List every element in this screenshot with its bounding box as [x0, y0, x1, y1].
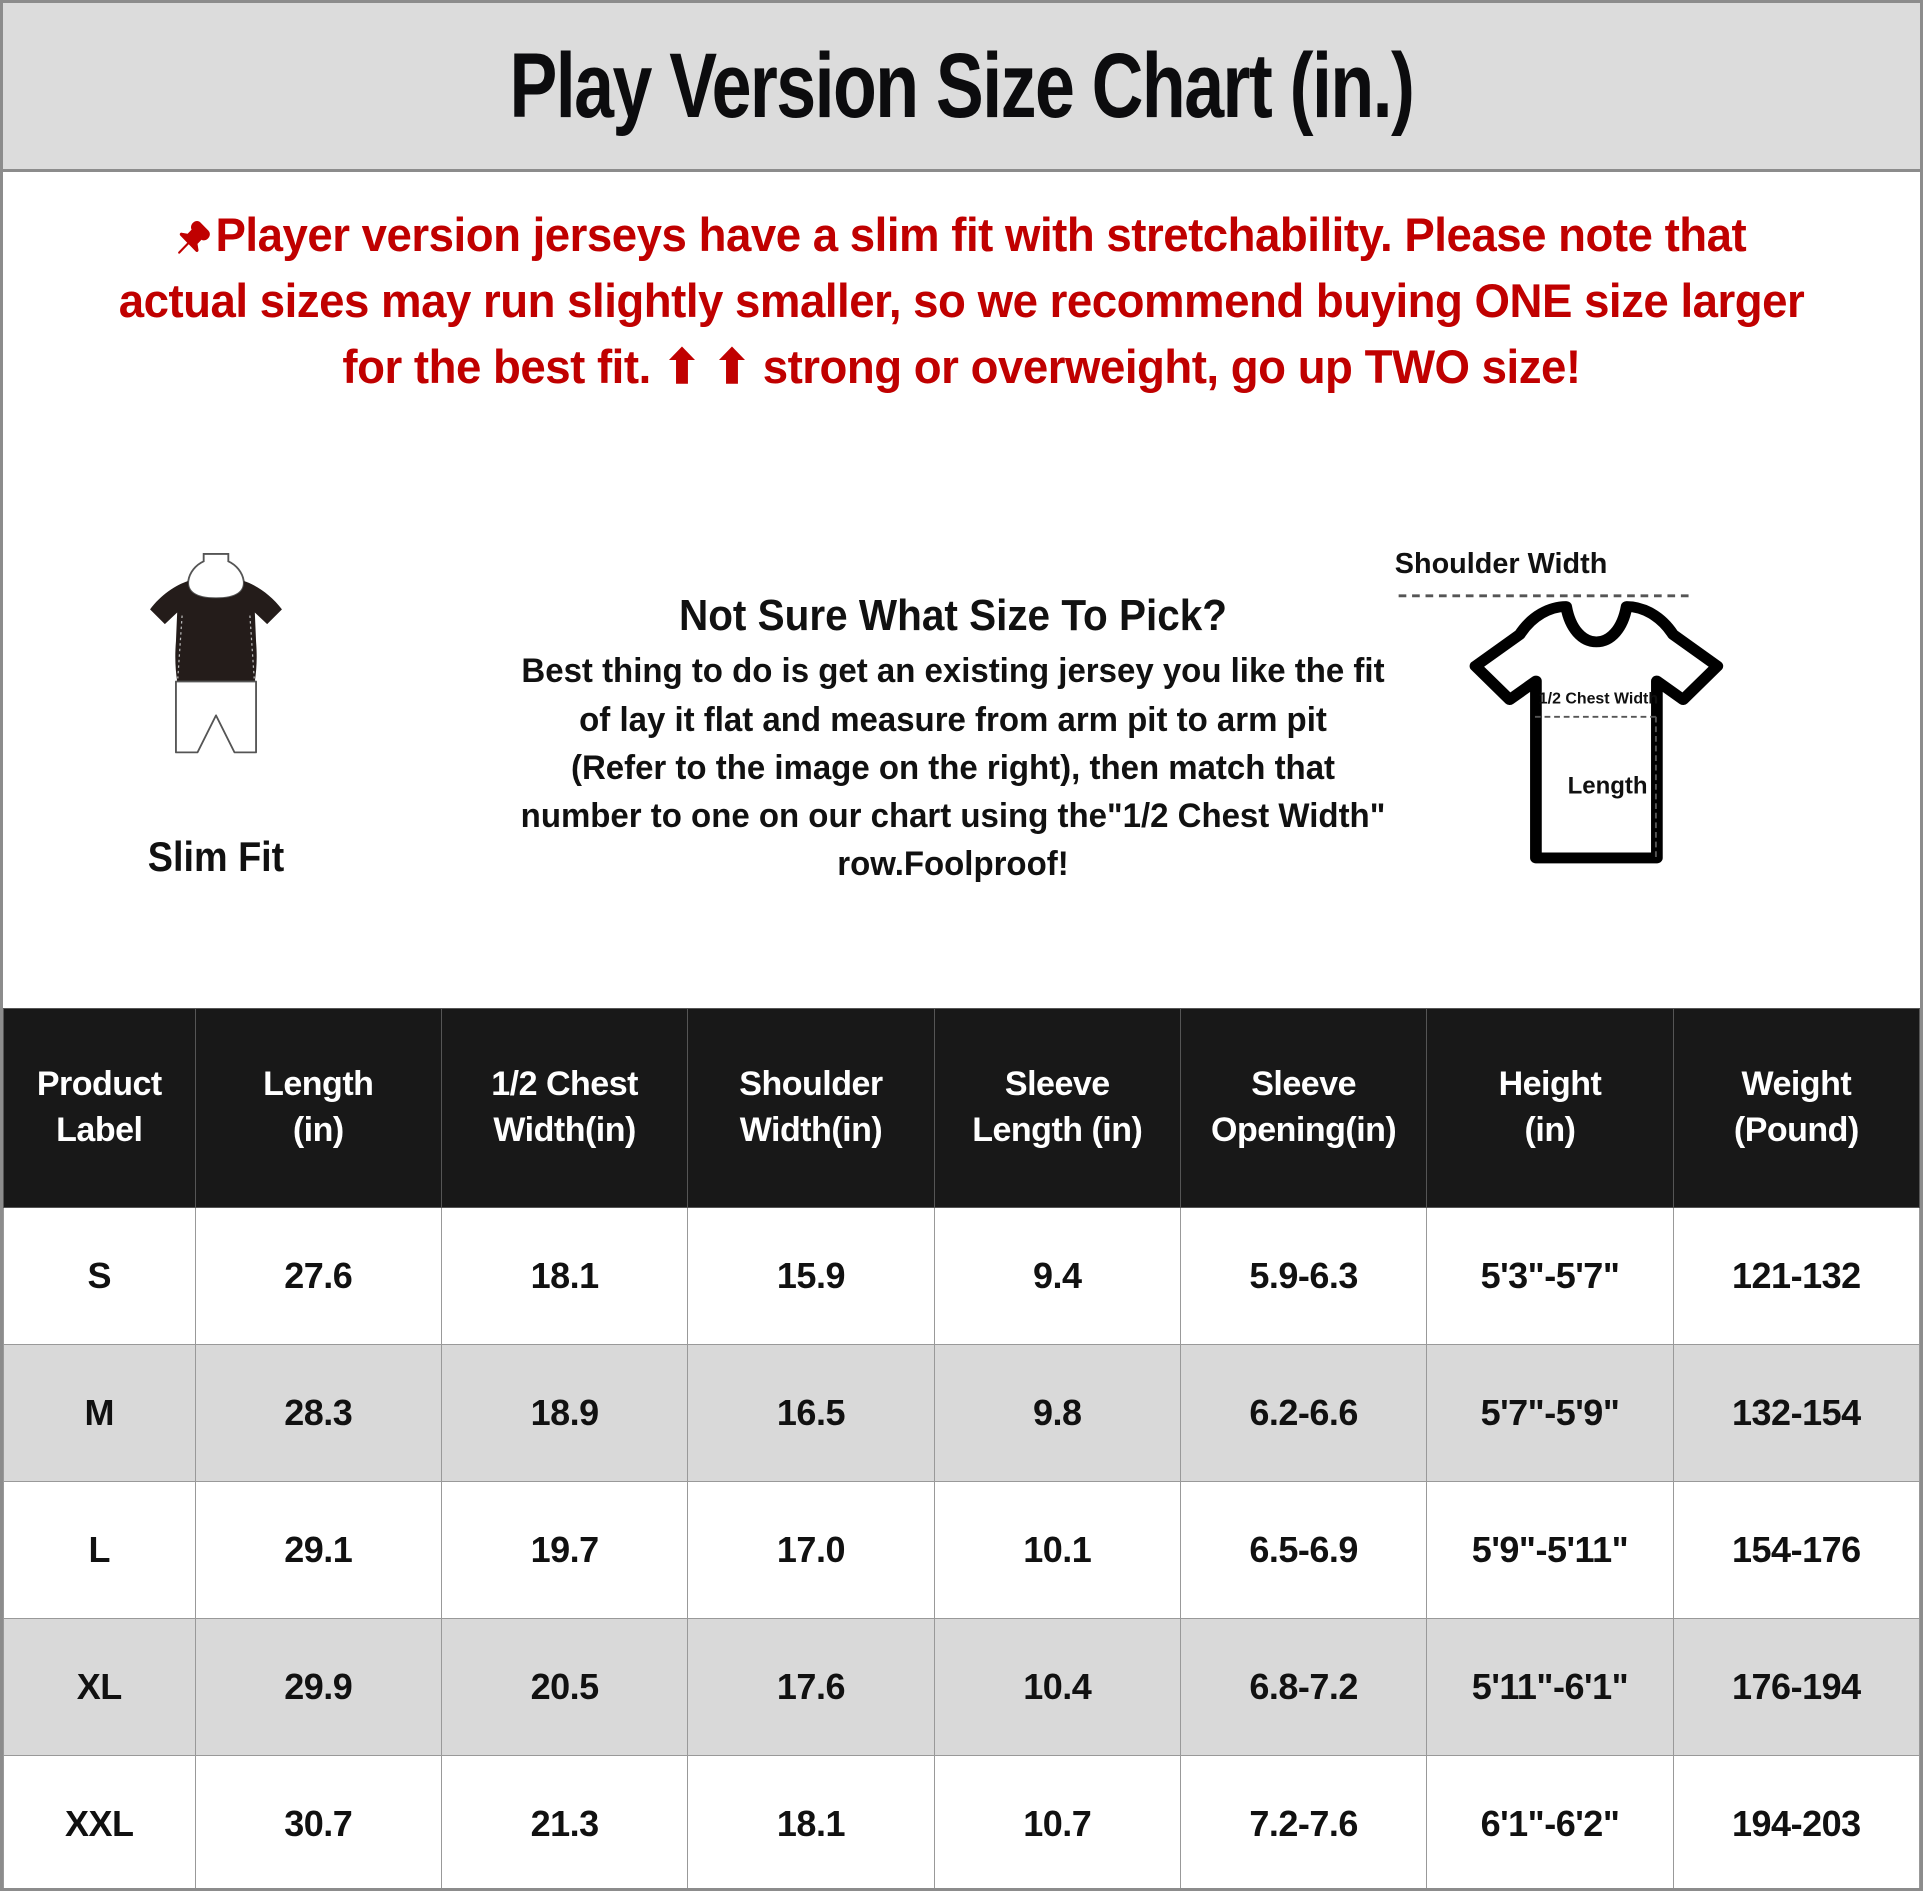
svg-text:Shoulder Width: Shoulder Width	[1395, 548, 1608, 580]
svg-text:Length: Length	[1568, 773, 1648, 800]
svg-text:1/2 Chest Width: 1/2 Chest Width	[1539, 691, 1658, 708]
